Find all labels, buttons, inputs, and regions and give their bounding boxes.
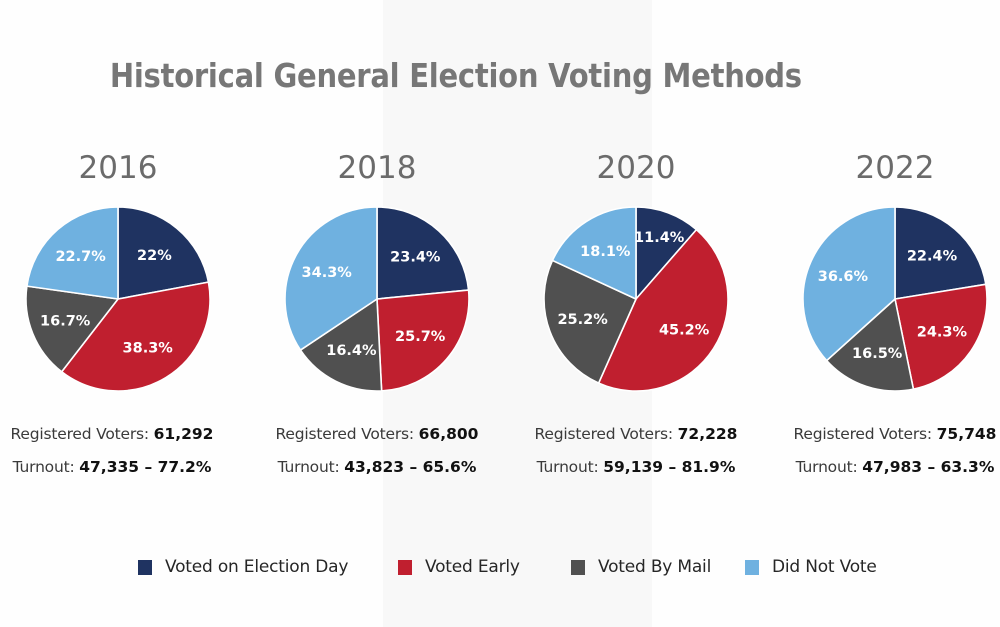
pie-data-label: 34.3%	[302, 265, 353, 281]
registered-voters-2016: Registered Voters: 61,292	[0, 424, 242, 444]
pie-slice-did-not-vote	[26, 206, 119, 300]
registered-voters-value: 75,748	[936, 425, 997, 443]
pie-data-label: 25.7%	[395, 329, 446, 345]
chart-title: Historical General Election Voting Metho…	[109, 56, 802, 95]
pie-slice-did-not-vote	[284, 206, 378, 351]
pie-data-label: 11.4%	[634, 230, 685, 246]
pie-slice-early	[597, 228, 729, 392]
pie-data-label: 38.3%	[123, 341, 174, 357]
pie-slice-did-not-vote	[551, 206, 637, 300]
pie-data-label: 16.4%	[326, 343, 377, 359]
turnout-label: Turnout:	[277, 458, 345, 476]
legend-label: Voted on Election Day	[165, 557, 349, 577]
pie-title-2018: 2018	[337, 150, 417, 186]
pie-data-label: 36.6%	[818, 269, 869, 285]
pie-2022: 22.4% 24.3% 16.5% 36.6%	[802, 206, 988, 392]
turnout-label: Turnout:	[795, 458, 863, 476]
pie-slice-early	[60, 281, 211, 392]
turnout-value: 59,139 – 81.9%	[603, 458, 736, 476]
pie-slice-election-day	[894, 206, 987, 300]
registered-voters-value: 66,800	[418, 425, 479, 443]
legend-swatch-early	[398, 559, 412, 575]
registered-voters-label: Registered Voters:	[534, 425, 678, 443]
legend-item-early: Voted Early	[398, 557, 520, 577]
turnout-2022: Turnout: 47,983 – 63.3%	[765, 457, 1000, 477]
legend-swatch-election-day	[138, 559, 152, 575]
pie-slice-election-day	[376, 206, 470, 300]
registered-voters-value: 61,292	[153, 425, 214, 443]
legend-label: Voted Early	[425, 557, 520, 577]
pie-2018: 23.4% 25.7% 16.4% 34.3%	[284, 206, 470, 392]
legend: Voted on Election Day Voted Early Voted …	[0, 557, 1000, 581]
turnout-value: 47,335 – 77.2%	[79, 458, 212, 476]
registered-voters-label: Registered Voters:	[793, 425, 937, 443]
registered-voters-label: Registered Voters:	[275, 425, 419, 443]
pie-data-label: 25.2%	[557, 312, 608, 328]
turnout-2016: Turnout: 47,335 – 77.2%	[0, 457, 242, 477]
pie-slice-mail	[299, 298, 383, 392]
pie-data-label: 22.4%	[907, 249, 958, 265]
pie-slice-election-day	[635, 206, 698, 300]
legend-label: Did Not Vote	[772, 557, 877, 577]
pie-slice-mail	[825, 298, 915, 392]
stats-2022: Registered Voters: 75,748 Turnout: 47,98…	[765, 424, 1000, 477]
pie-slice-election-day	[117, 206, 210, 300]
legend-item-did-not-vote: Did Not Vote	[745, 557, 877, 577]
pie-2016: 22% 38.3% 16.7% 22.7%	[25, 206, 211, 392]
turnout-label: Turnout:	[536, 458, 604, 476]
turnout-value: 47,983 – 63.3%	[862, 458, 995, 476]
pie-slice-mail	[543, 259, 637, 384]
pie-title-2020: 2020	[596, 150, 676, 186]
stats-2018: Registered Voters: 66,800 Turnout: 43,82…	[247, 424, 507, 477]
pie-data-label: 16.7%	[40, 314, 91, 330]
registered-voters-2022: Registered Voters: 75,748	[765, 424, 1000, 444]
pie-title-2022: 2022	[855, 150, 935, 186]
pie-2020: 11.4% 45.2% 25.2% 18.1%	[543, 206, 729, 392]
pie-data-label: 45.2%	[659, 323, 710, 339]
pie-slice-early	[894, 283, 988, 390]
pie-slice-mail	[25, 285, 119, 373]
legend-swatch-did-not-vote	[745, 559, 759, 575]
registered-voters-2020: Registered Voters: 72,228	[506, 424, 766, 444]
pie-data-label: 23.4%	[390, 250, 441, 266]
pie-data-label: 22.7%	[55, 249, 106, 265]
registered-voters-value: 72,228	[677, 425, 738, 443]
turnout-2018: Turnout: 43,823 – 65.6%	[247, 457, 507, 477]
legend-swatch-mail	[571, 559, 585, 575]
pie-slice-did-not-vote	[802, 206, 896, 362]
registered-voters-label: Registered Voters:	[10, 425, 154, 443]
legend-item-mail: Voted By Mail	[571, 557, 711, 577]
pie-title-2016: 2016	[78, 150, 158, 186]
pie-data-label: 22%	[137, 248, 172, 264]
pie-data-label: 18.1%	[580, 244, 631, 260]
stats-2020: Registered Voters: 72,228 Turnout: 59,13…	[506, 424, 766, 477]
registered-voters-2018: Registered Voters: 66,800	[247, 424, 507, 444]
pie-data-label: 24.3%	[917, 324, 968, 340]
turnout-2020: Turnout: 59,139 – 81.9%	[506, 457, 766, 477]
legend-item-election-day: Voted on Election Day	[138, 557, 348, 577]
pie-data-label: 16.5%	[852, 346, 903, 362]
turnout-label: Turnout:	[12, 458, 80, 476]
legend-label: Voted By Mail	[598, 557, 712, 577]
stats-2016: Registered Voters: 61,292 Turnout: 47,33…	[0, 424, 242, 477]
turnout-value: 43,823 – 65.6%	[344, 458, 477, 476]
pie-slice-early	[376, 289, 470, 392]
